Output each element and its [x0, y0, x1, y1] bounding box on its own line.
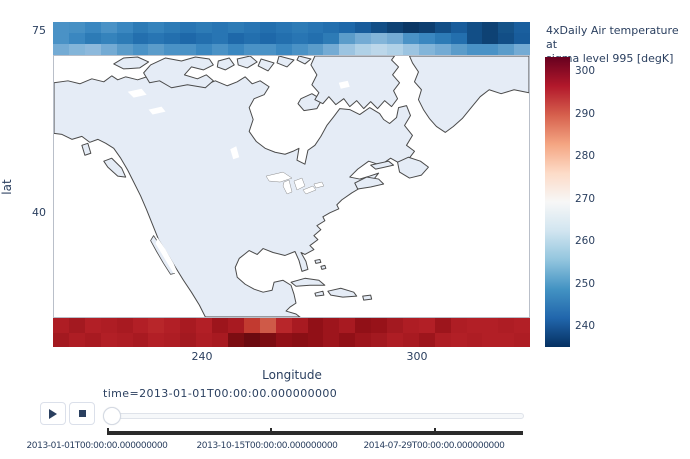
- heatmap-row: [53, 33, 530, 44]
- stop-button[interactable]: [69, 402, 95, 425]
- lake-great-bear: [127, 88, 147, 98]
- colorbar-title-line2: sigma level 995 [degK]: [546, 52, 674, 65]
- island-bahamas-2: [320, 264, 327, 270]
- island-hispaniola: [327, 287, 358, 298]
- island-anticosti: [370, 160, 395, 170]
- colorbar-gradient: [545, 57, 570, 347]
- lake-erie: [302, 185, 317, 195]
- heatmap-row: [53, 44, 530, 55]
- island-puerto-rico: [362, 294, 373, 301]
- plot-area[interactable]: [53, 22, 530, 347]
- island-bahamas-1: [314, 258, 322, 264]
- time-slider-track[interactable]: [112, 413, 524, 419]
- slider-tick-mark: [107, 428, 109, 435]
- lake-winnipeg: [230, 146, 240, 160]
- play-icon: [49, 408, 57, 419]
- colorbar-tick-260: 260: [575, 235, 596, 247]
- north-america-map: [54, 56, 529, 317]
- slider-tick-label-2: 2014-07-29T00:00:00.000000000: [363, 441, 505, 451]
- slider-tick-label-0: 2013-01-01T00:00:00.000000000: [26, 441, 168, 451]
- island-somerset: [236, 56, 258, 69]
- colorbar-tick-280: 280: [575, 150, 596, 162]
- coastline-mainland: [54, 75, 415, 317]
- island-vancouver: [103, 157, 127, 178]
- colorbar-tick-300: 300: [575, 65, 596, 77]
- lake-superior: [265, 171, 293, 183]
- heatmap-top-band: [53, 22, 530, 55]
- slider-current-value: time=2013-01-01T00:00:00.000000000: [103, 387, 338, 400]
- y-axis-title: lat: [0, 179, 14, 195]
- heatmap-row: [53, 22, 530, 33]
- island-ellesmere: [296, 56, 312, 65]
- y-tick-40: 40: [32, 206, 46, 219]
- heatmap-row: [53, 318, 530, 333]
- gulf-of-california: [155, 237, 178, 274]
- island-banks: [113, 56, 150, 70]
- island-newfoundland: [397, 156, 429, 179]
- island-devon: [276, 56, 295, 68]
- island-prince-of-wales: [257, 58, 275, 72]
- island-cuba: [290, 277, 326, 287]
- island-nova-scotia: [354, 176, 385, 190]
- lake-huron: [293, 177, 306, 191]
- x-tick-300: 300: [406, 350, 428, 363]
- heatmap-row: [53, 333, 530, 347]
- colorbar-tick-240: 240: [575, 320, 596, 332]
- colorbar-tick-290: 290: [575, 107, 596, 120]
- lake-michigan: [282, 179, 293, 195]
- island-jamaica: [314, 290, 325, 297]
- time-slider-handle[interactable]: [103, 407, 121, 425]
- slider-tick-mark: [270, 428, 272, 435]
- island-baffin: [310, 56, 401, 110]
- slider-tick-rail[interactable]: [107, 431, 523, 435]
- lake-great-slave: [148, 106, 166, 115]
- y-tick-75: 75: [32, 24, 46, 37]
- play-button[interactable]: [40, 402, 66, 425]
- colorbar-tick-270: 270: [575, 192, 596, 205]
- geo-map: [53, 55, 530, 318]
- x-tick-240: 240: [191, 350, 213, 363]
- heatmap-bottom-band: [53, 318, 530, 347]
- colorbar-title: 4xDaily Air temperature at sigma level 9…: [546, 24, 690, 66]
- colorbar-tick-250: 250: [575, 277, 596, 290]
- island-arctic-small: [216, 57, 235, 71]
- colorbar-title-line1: 4xDaily Air temperature at: [546, 24, 679, 51]
- island-victoria: [143, 56, 214, 89]
- island-haida-gwaii: [81, 142, 92, 156]
- lake-ontario: [313, 181, 325, 189]
- x-axis-title: Longitude: [262, 368, 322, 382]
- greenland: [409, 56, 529, 133]
- slider-tick-label-1: 2013-10-15T00:00:00.000000000: [196, 441, 338, 451]
- stop-icon: [78, 410, 86, 417]
- slider-tick-mark: [434, 428, 436, 435]
- lake-nettilling: [338, 80, 350, 89]
